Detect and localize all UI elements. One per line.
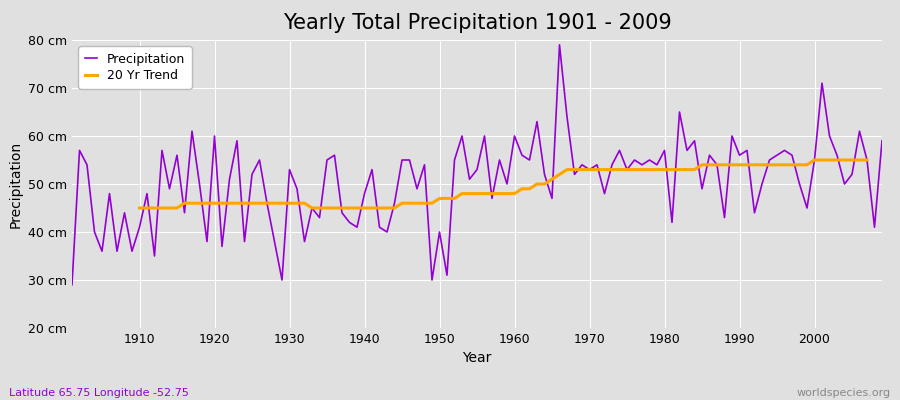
20 Yr Trend [689,167,700,172]
Y-axis label: Precipitation: Precipitation [8,140,22,228]
Title: Yearly Total Precipitation 1901 - 2009: Yearly Total Precipitation 1901 - 2009 [283,13,671,33]
20 Yr Trend [134,206,145,210]
Precipitation [509,134,520,138]
20 Yr Trend [809,158,820,162]
Precipitation [292,186,302,191]
20 Yr Trend [479,191,490,196]
Precipitation [554,42,565,47]
Precipitation [337,210,347,215]
Precipitation [501,182,512,186]
Line: Precipitation: Precipitation [72,45,882,285]
Legend: Precipitation, 20 Yr Trend: Precipitation, 20 Yr Trend [78,46,192,88]
Line: 20 Yr Trend: 20 Yr Trend [140,160,867,208]
Precipitation [127,249,138,254]
20 Yr Trend [194,201,205,206]
Precipitation [607,162,617,167]
Precipitation [67,282,77,287]
20 Yr Trend [539,182,550,186]
Text: Latitude 65.75 Longitude -52.75: Latitude 65.75 Longitude -52.75 [9,388,189,398]
20 Yr Trend [179,201,190,206]
Text: worldspecies.org: worldspecies.org [796,388,891,398]
20 Yr Trend [861,158,872,162]
Precipitation [877,138,887,143]
X-axis label: Year: Year [463,352,491,366]
20 Yr Trend [591,167,602,172]
